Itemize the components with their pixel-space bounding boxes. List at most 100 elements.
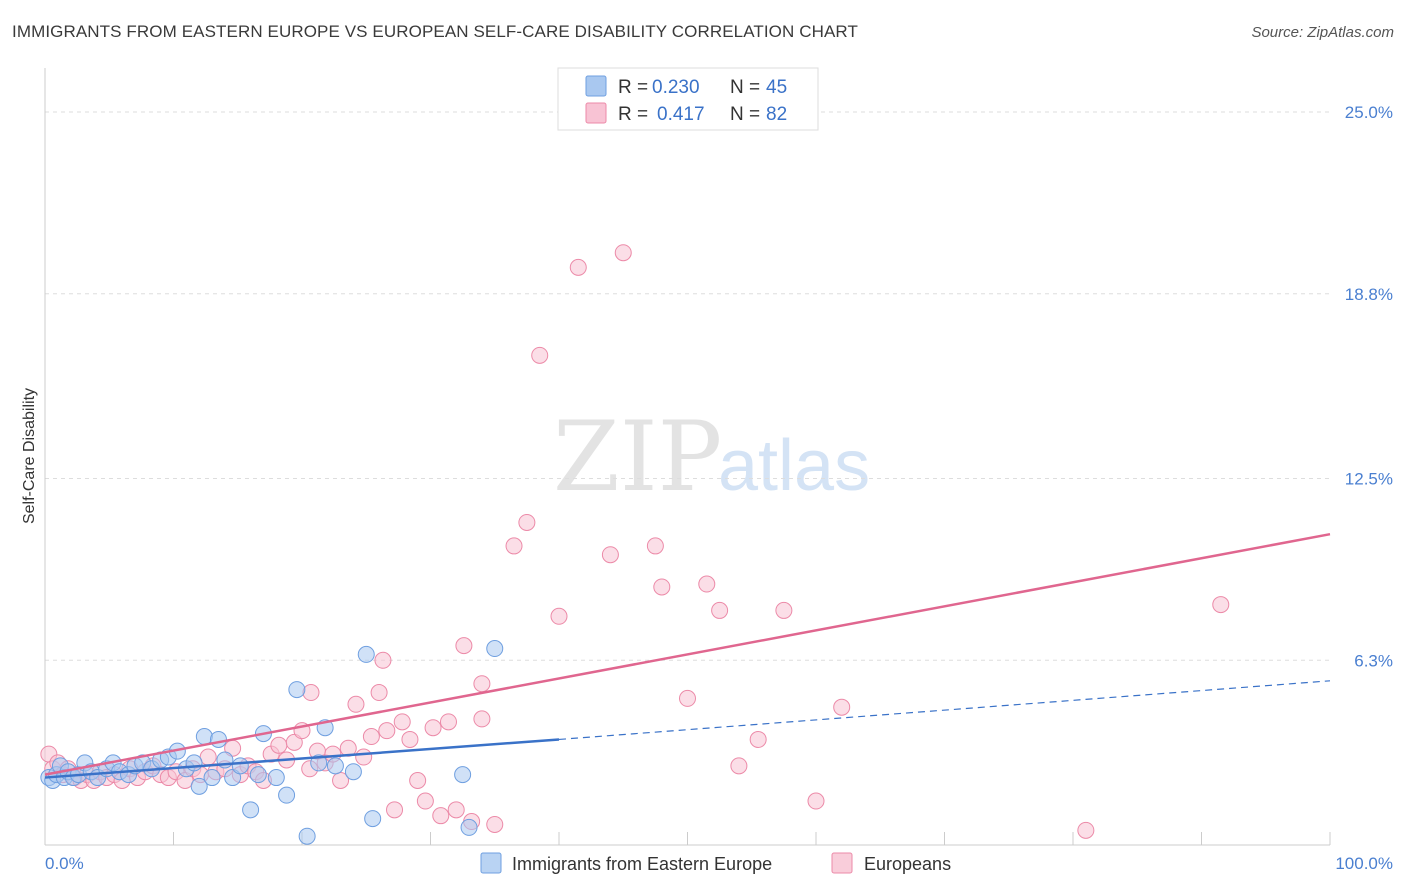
y-tick-labels: 6.3% 12.5% 18.8% 25.0% xyxy=(1345,103,1393,670)
data-point-eastern-europe xyxy=(231,757,249,775)
data-point-europeans xyxy=(646,537,664,555)
legend-n-value-blue: 45 xyxy=(766,77,787,98)
data-point-eastern-europe xyxy=(298,827,316,845)
x-tick-labels: 0.0% 100.0% xyxy=(45,854,1393,873)
data-point-europeans xyxy=(711,601,729,619)
axes xyxy=(44,68,1330,846)
data-point-europeans xyxy=(374,651,392,669)
data-point-europeans xyxy=(614,244,632,262)
data-point-eastern-europe xyxy=(326,757,344,775)
data-point-europeans xyxy=(653,578,671,596)
data-point-europeans xyxy=(698,575,716,593)
data-point-europeans xyxy=(270,736,288,754)
legend-r-label-blue: R = xyxy=(618,77,648,98)
data-point-europeans xyxy=(439,713,457,731)
data-point-eastern-europe xyxy=(486,640,504,658)
data-point-eastern-europe xyxy=(203,769,221,787)
data-point-europeans xyxy=(393,713,411,731)
data-point-europeans xyxy=(386,801,404,819)
data-point-eastern-europe xyxy=(278,786,296,804)
data-point-eastern-europe xyxy=(357,645,375,663)
y-tick-label: 6.3% xyxy=(1354,651,1393,670)
legend-r-value-blue: 0.230 xyxy=(652,77,700,98)
trendlines xyxy=(44,532,1331,779)
data-point-europeans xyxy=(473,710,491,728)
watermark-zip: ZIP xyxy=(553,401,722,513)
y-tick-label: 25.0% xyxy=(1345,103,1393,122)
series-legend-swatch-blue[interactable] xyxy=(480,852,502,874)
series-legend-label-pink[interactable]: Europeans xyxy=(864,854,951,874)
trendline-europeans xyxy=(44,532,1331,776)
x-tick-label: 0.0% xyxy=(45,854,84,873)
data-point-eastern-europe xyxy=(242,801,260,819)
legend-r-value-pink: 0.417 xyxy=(657,104,705,125)
series-legend-swatch-pink[interactable] xyxy=(831,852,853,874)
data-point-europeans xyxy=(749,730,767,748)
series-legend: Immigrants from Eastern Europe Europeans xyxy=(480,852,951,874)
legend-swatch-blue xyxy=(585,75,607,97)
y-axis-label: Self-Care Disability xyxy=(21,388,38,524)
watermark-atlas: atlas xyxy=(718,426,870,506)
data-point-europeans xyxy=(550,607,568,625)
data-point-eastern-europe xyxy=(224,769,242,787)
data-point-europeans xyxy=(730,757,748,775)
data-point-europeans xyxy=(473,675,491,693)
data-point-europeans xyxy=(679,689,696,707)
data-point-eastern-europe xyxy=(454,766,472,784)
data-point-europeans xyxy=(518,513,536,531)
data-point-eastern-europe xyxy=(185,754,203,772)
legend-n-label-pink: N = xyxy=(730,104,760,125)
legend-r-label-pink: R = xyxy=(618,104,648,125)
data-point-europeans xyxy=(1212,596,1230,614)
data-point-eastern-europe xyxy=(195,728,213,746)
data-point-europeans xyxy=(355,748,373,766)
data-point-eastern-europe xyxy=(249,766,267,784)
stats-legend: R = 0.230 N = 45 R = 0.417 N = 82 xyxy=(557,67,819,131)
data-point-europeans xyxy=(424,719,442,737)
data-point-europeans xyxy=(601,546,619,564)
data-point-eastern-europe xyxy=(310,754,328,772)
trendline-eastern-europe-extension xyxy=(558,680,1331,741)
data-point-europeans xyxy=(505,537,523,555)
data-point-eastern-europe xyxy=(267,769,285,787)
legend-n-value-pink: 82 xyxy=(766,104,787,125)
chart-title: IMMIGRANTS FROM EASTERN EUROPE VS EUROPE… xyxy=(12,22,858,41)
data-point-eastern-europe xyxy=(344,763,362,781)
data-point-europeans xyxy=(416,792,434,810)
data-point-europeans xyxy=(285,733,303,751)
legend-swatch-pink xyxy=(585,102,607,124)
data-point-eastern-europe xyxy=(288,681,306,699)
legend-n-label-blue: N = xyxy=(730,77,760,98)
source-label: Source: ZipAtlas.com xyxy=(1251,24,1394,41)
series-legend-label-blue[interactable]: Immigrants from Eastern Europe xyxy=(512,854,772,874)
trendline-eastern-europe xyxy=(44,738,560,779)
data-point-europeans xyxy=(378,722,396,740)
data-point-europeans xyxy=(569,258,587,276)
data-point-europeans xyxy=(486,815,504,833)
data-point-europeans xyxy=(775,601,793,619)
data-point-europeans xyxy=(833,698,851,716)
data-point-europeans xyxy=(531,346,549,364)
data-point-europeans xyxy=(362,728,380,746)
data-point-europeans xyxy=(432,807,450,825)
y-tick-label: 12.5% xyxy=(1345,469,1393,488)
data-point-europeans xyxy=(370,684,388,702)
x-tick-label: 100.0% xyxy=(1335,854,1393,873)
data-point-eastern-europe xyxy=(364,810,382,828)
gridlines xyxy=(45,111,1331,845)
data-point-europeans xyxy=(455,637,473,655)
data-point-europeans xyxy=(807,792,825,810)
data-point-europeans xyxy=(409,771,427,789)
scatter-points xyxy=(40,244,1230,845)
data-point-eastern-europe xyxy=(209,730,227,748)
data-point-europeans xyxy=(199,748,217,766)
y-tick-label: 18.8% xyxy=(1345,285,1393,304)
data-point-europeans xyxy=(447,801,465,819)
data-point-europeans xyxy=(302,684,320,702)
data-point-europeans xyxy=(401,730,419,748)
data-point-eastern-europe xyxy=(190,777,208,795)
data-point-europeans xyxy=(1077,821,1095,839)
data-point-europeans xyxy=(347,695,365,713)
data-point-eastern-europe xyxy=(460,818,478,836)
